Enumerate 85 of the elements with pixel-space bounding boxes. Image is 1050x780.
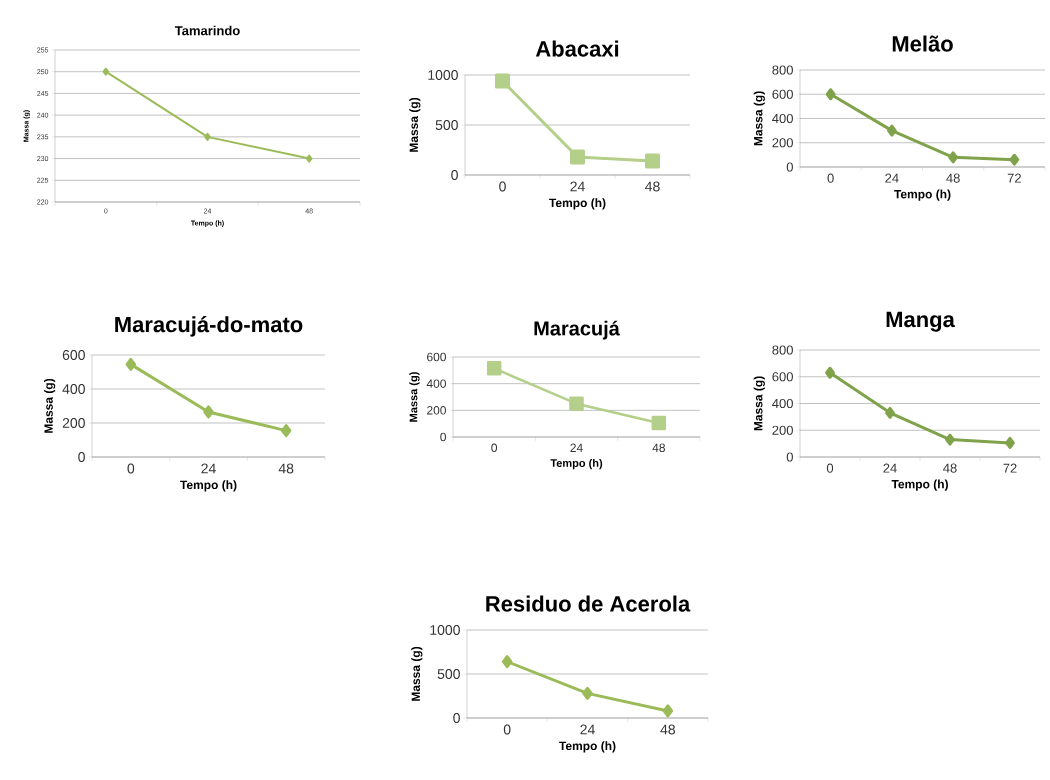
point bbox=[495, 73, 510, 89]
point bbox=[569, 396, 584, 411]
x-tick-label: 24 bbox=[883, 463, 897, 473]
x-tick-label: 24 bbox=[580, 724, 595, 735]
y-tick-label: 800 bbox=[772, 65, 793, 75]
point bbox=[645, 153, 660, 169]
y-tick-label: 500 bbox=[435, 120, 458, 130]
x-tick-label: 0 bbox=[827, 173, 834, 183]
y-tick-label: 400 bbox=[62, 384, 85, 394]
y-axis-title: Massa (g) bbox=[44, 378, 56, 433]
x-tick-label: 0 bbox=[503, 724, 511, 735]
x-tick-label: 48 bbox=[645, 181, 660, 192]
y-tick-label: 200 bbox=[772, 425, 793, 435]
point bbox=[948, 151, 958, 164]
point bbox=[885, 406, 895, 419]
chart-title: Abacaxi bbox=[535, 40, 619, 57]
y-tick-label: 400 bbox=[426, 379, 446, 388]
point bbox=[486, 361, 502, 376]
y-tick-label: 0 bbox=[453, 713, 460, 723]
y-tick-label: 0 bbox=[786, 452, 793, 462]
y-tick-label: 600 bbox=[427, 352, 446, 362]
y-axis-title: Massa (g) bbox=[753, 91, 765, 146]
y-axis-title: Massa (g) bbox=[409, 372, 420, 422]
chart-title: Residuo de Acerola bbox=[486, 595, 691, 612]
x-tick-label: 0 bbox=[826, 463, 834, 473]
chart-title: Maracujá-do-mato bbox=[115, 315, 303, 337]
y-tick-label: 400 bbox=[772, 398, 793, 409]
chart-title: Manga bbox=[886, 311, 955, 332]
x-tick-label: 0 bbox=[127, 463, 135, 474]
x-tick-label: 48 bbox=[278, 463, 294, 474]
point bbox=[825, 366, 835, 379]
point bbox=[945, 433, 955, 446]
y-tick-label: 1000 bbox=[430, 625, 460, 635]
chart-title: Maracujá bbox=[534, 320, 620, 340]
y-axis-title: Massa (g) bbox=[409, 97, 421, 152]
y-tick-label: 600 bbox=[772, 89, 793, 99]
y-tick-label: 500 bbox=[437, 669, 460, 679]
point bbox=[651, 415, 667, 431]
x-tick-label: 24 bbox=[570, 181, 585, 192]
point bbox=[204, 132, 211, 141]
point bbox=[1005, 436, 1015, 449]
point bbox=[570, 149, 586, 165]
x-tick-label: 72 bbox=[1003, 463, 1017, 473]
point bbox=[1009, 153, 1020, 166]
x-tick-label: 48 bbox=[652, 443, 665, 453]
y-tick-label: 600 bbox=[62, 350, 85, 360]
point bbox=[582, 686, 593, 700]
x-axis-title: Tempo (h) bbox=[550, 458, 603, 470]
x-axis-title: Tempo (h) bbox=[894, 189, 951, 201]
chart-title: Melão bbox=[892, 35, 953, 52]
x-tick-label: 72 bbox=[1007, 173, 1021, 183]
x-tick-label: 48 bbox=[660, 724, 676, 735]
x-tick-label: 0 bbox=[499, 181, 506, 192]
x-tick-label: 24 bbox=[570, 443, 583, 452]
x-tick-label: 48 bbox=[946, 173, 960, 183]
point bbox=[280, 424, 292, 438]
y-tick-label: 0 bbox=[78, 452, 85, 462]
y-axis-title: Massa (g) bbox=[753, 376, 765, 431]
point bbox=[662, 704, 674, 718]
point bbox=[887, 124, 897, 137]
point bbox=[125, 357, 137, 371]
point bbox=[825, 88, 836, 101]
y-tick-label: 0 bbox=[440, 432, 447, 442]
x-tick-label: 24 bbox=[885, 173, 899, 183]
y-axis-title: Massa (g) bbox=[411, 646, 423, 701]
y-tick-label: 200 bbox=[62, 418, 85, 428]
x-axis-title: Tempo (h) bbox=[180, 480, 237, 492]
x-tick-label: 0 bbox=[491, 443, 498, 453]
y-tick-label: 800 bbox=[772, 345, 793, 355]
y-tick-label: 0 bbox=[786, 162, 793, 172]
y-tick-label: 600 bbox=[772, 372, 793, 382]
y-tick-label: 200 bbox=[427, 406, 446, 415]
point bbox=[102, 67, 110, 76]
x-axis-title: Tempo (h) bbox=[891, 479, 948, 491]
x-axis-title: Tempo (h) bbox=[559, 741, 616, 753]
x-tick-label: 48 bbox=[943, 463, 957, 473]
point bbox=[203, 405, 214, 419]
point bbox=[501, 655, 513, 669]
y-tick-label: 200 bbox=[772, 138, 793, 148]
y-tick-label: 400 bbox=[772, 113, 793, 124]
x-tick-label: 24 bbox=[201, 463, 216, 474]
x-axis-title: Tempo (h) bbox=[549, 198, 606, 210]
point bbox=[305, 154, 313, 163]
y-tick-label: 1000 bbox=[428, 70, 458, 80]
chart-title: Tamarindo bbox=[174, 25, 240, 36]
